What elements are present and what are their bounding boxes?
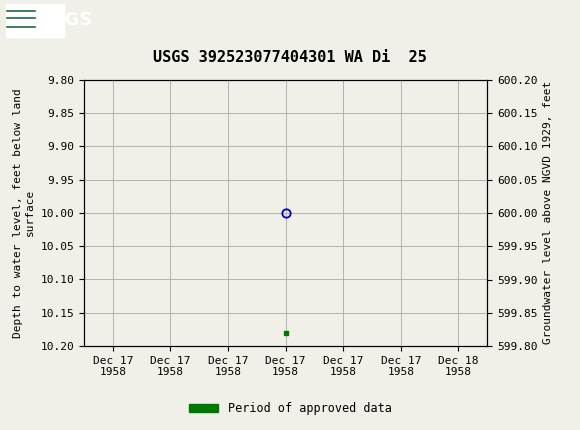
Legend: Period of approved data: Period of approved data bbox=[184, 397, 396, 420]
Text: USGS: USGS bbox=[38, 12, 93, 29]
Bar bbox=[6, 4, 64, 37]
Text: USGS 392523077404301 WA Di  25: USGS 392523077404301 WA Di 25 bbox=[153, 49, 427, 64]
Y-axis label: Depth to water level, feet below land
surface: Depth to water level, feet below land su… bbox=[13, 88, 35, 338]
Y-axis label: Groundwater level above NGVD 1929, feet: Groundwater level above NGVD 1929, feet bbox=[543, 81, 553, 344]
